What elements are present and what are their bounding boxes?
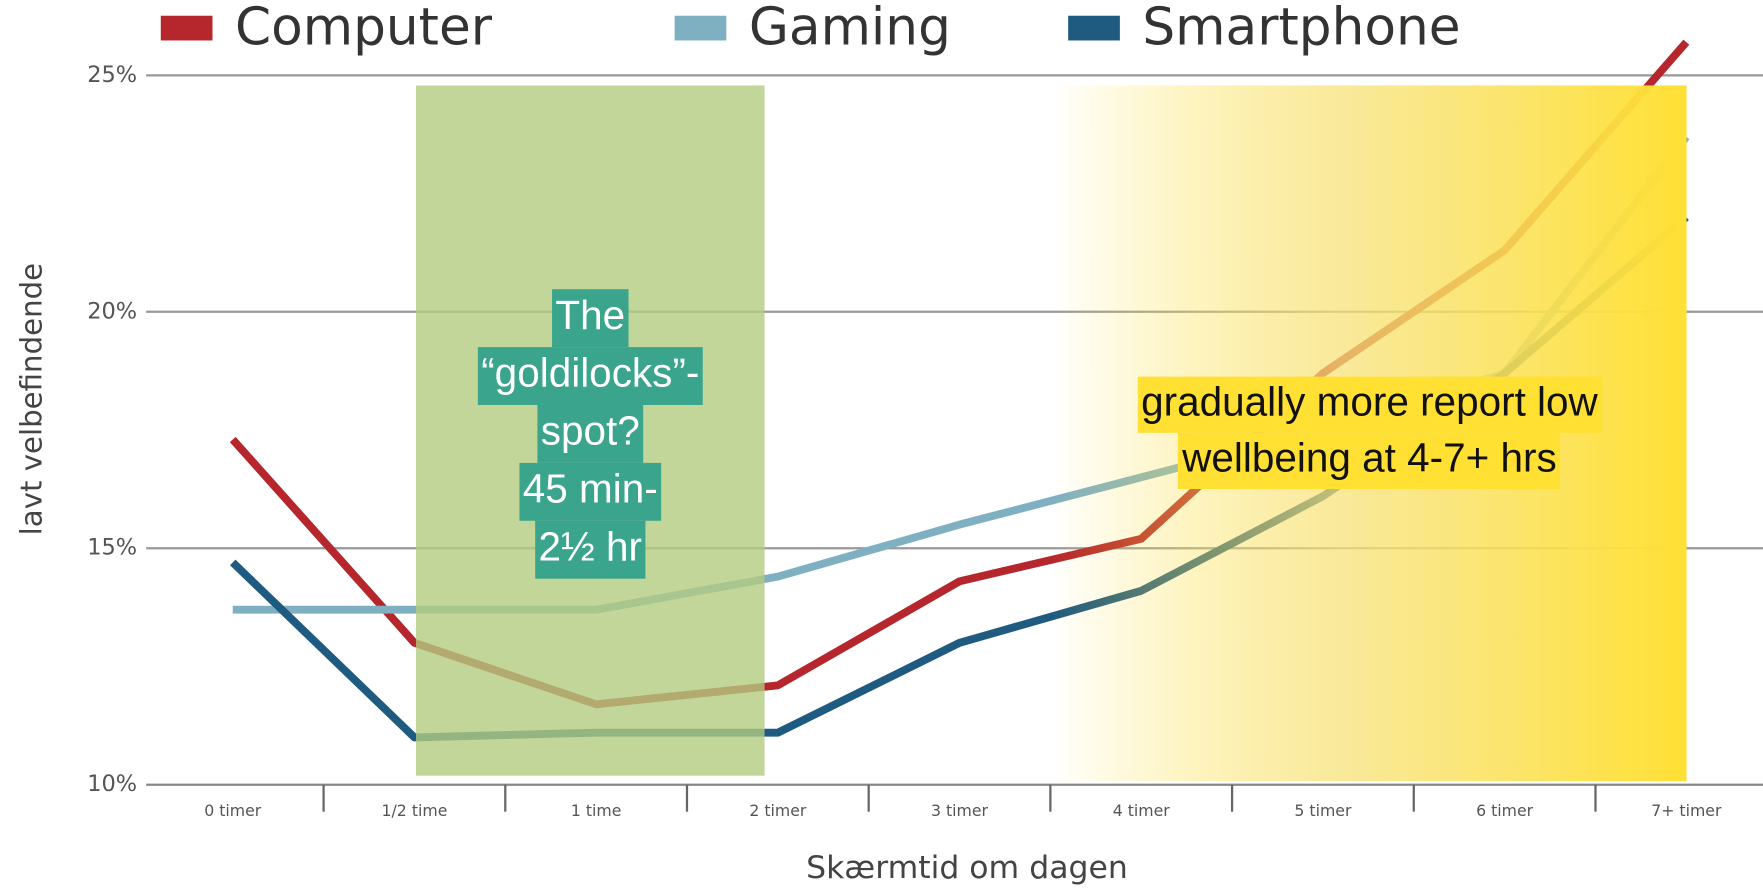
x-tick-label: 2 timer — [749, 801, 807, 820]
x-axis-label: Skærmtid om dagen — [806, 850, 1128, 886]
legend-swatch — [1068, 15, 1120, 41]
x-tick-label: 1/2 time — [382, 801, 448, 820]
overlay: Computer Gaming Smartphone The “goldilocks”-… — [160, 0, 1602, 579]
x-tick-label: 7+ timer — [1651, 801, 1722, 820]
annotation-text: 2½ hr — [539, 523, 642, 569]
y-axis-label: lavt velbefindende — [15, 263, 49, 535]
annotation-text: gradually more report low — [1141, 378, 1598, 424]
legend-label: Smartphone — [1142, 0, 1460, 57]
x-tick-label: 4 timer — [1113, 801, 1171, 820]
annotation-bg — [552, 289, 629, 348]
annotation-text: The — [555, 292, 625, 338]
annotation-text: “goldilocks”- — [481, 350, 699, 396]
y-tick-label: 20% — [87, 298, 137, 324]
legend-label: Computer — [235, 0, 493, 57]
y-tick-label: 10% — [87, 771, 137, 797]
x-tick-label: 0 timer — [204, 801, 262, 820]
annotation-bg — [519, 462, 662, 521]
grid: 10% 15% 20% 25% 0 timer 1/2 time 1 time 2 timer… — [87, 62, 1763, 820]
annotation-bg — [1177, 432, 1561, 490]
x-tick-label: 1 time — [571, 801, 622, 820]
y-tick-label: 15% — [87, 535, 137, 561]
x-tick-label: 6 timer — [1476, 801, 1534, 820]
legend-swatch — [160, 15, 213, 41]
x-tick-label: 5 timer — [1294, 801, 1352, 820]
annotation-bg — [1137, 376, 1602, 433]
legend-label: Gaming — [749, 0, 951, 57]
annotation-bg — [535, 520, 646, 579]
annotation-bg — [537, 404, 644, 463]
annotation-text: spot? — [541, 408, 640, 454]
legend-swatch — [674, 15, 727, 41]
annotation-text: wellbeing at 4-7+ hrs — [1181, 435, 1557, 481]
annotation-bg — [477, 347, 703, 405]
annotation-text: 45 min- — [523, 466, 658, 512]
x-tick-label: 3 timer — [931, 801, 989, 820]
y-tick-label: 25% — [87, 62, 137, 88]
